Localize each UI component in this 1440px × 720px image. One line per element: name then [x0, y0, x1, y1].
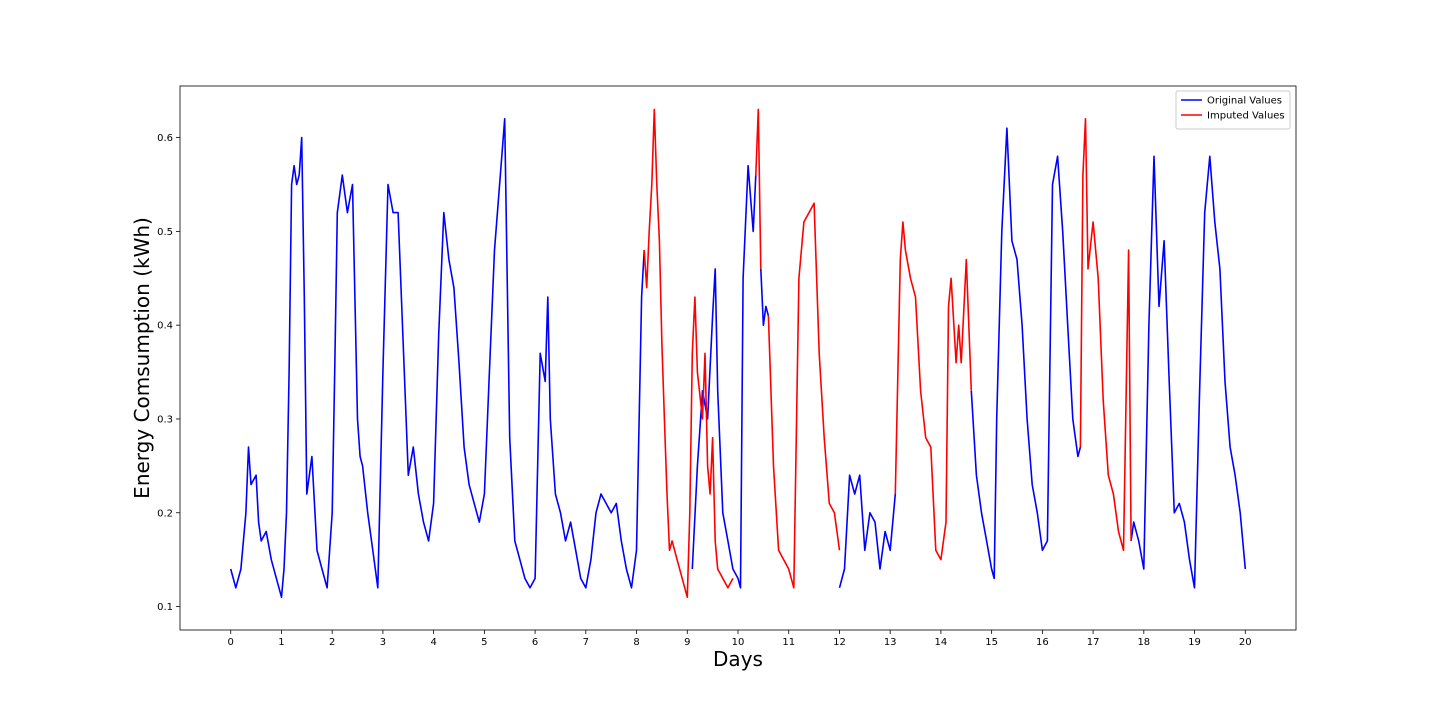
x-tick-label: 15 [985, 637, 998, 648]
x-tick-label: 19 [1188, 637, 1201, 648]
series-line [229, 118, 645, 599]
x-tick-label: 16 [1036, 637, 1049, 648]
legend: Original Values Imputed Values [1175, 90, 1291, 130]
series-line [838, 474, 897, 589]
legend-label: Imputed Values [1207, 111, 1285, 122]
x-tick-label: 13 [884, 637, 897, 648]
series-imputed-values [643, 108, 1132, 599]
series-line [643, 108, 734, 599]
y-tick-label: 0.3 [157, 414, 173, 425]
series-line [691, 164, 757, 589]
series-line [894, 221, 973, 561]
x-tick-label: 14 [935, 637, 948, 648]
x-tick-label: 9 [684, 637, 690, 648]
series-original-values [229, 118, 1247, 599]
y-tick-label: 0.2 [157, 508, 173, 519]
x-tick-label: 0 [228, 637, 234, 648]
y-axis-label: Energy Comsumption (kWh) [130, 217, 154, 499]
plot-frame [179, 85, 1297, 631]
x-tick-label: 12 [833, 637, 846, 648]
x-tick-label: 4 [430, 637, 436, 648]
x-tick-label: 11 [782, 637, 795, 648]
series-line [755, 108, 762, 269]
x-tick-label: 5 [481, 637, 487, 648]
legend-box [1175, 90, 1291, 130]
x-axis-label: Days [713, 647, 763, 671]
series-line [767, 202, 841, 589]
x-tick-label: 10 [732, 637, 745, 648]
series-line [970, 127, 1082, 580]
y-tick-label: 0.5 [157, 227, 173, 238]
y-tick-label: 0.1 [157, 602, 173, 613]
y-tick-label: 0.4 [157, 321, 173, 332]
plot-layer [229, 108, 1247, 599]
x-tick-label: 7 [583, 637, 589, 648]
x-tick-label: 1 [278, 637, 284, 648]
y-tick-label: 0.6 [157, 133, 173, 144]
series-line [1079, 118, 1132, 552]
series-line [1130, 155, 1247, 589]
series-line [760, 268, 770, 327]
x-tick-label: 20 [1239, 637, 1252, 648]
legend-label: Original Values [1207, 96, 1282, 107]
x-tick-label: 3 [380, 637, 386, 648]
axes-layer: 0 1 2 3 4 5 6 7 8 9 10 11 12 13 14 15 16 17 18 19 200.10.20.… [130, 85, 1297, 671]
x-tick-label: 8 [633, 637, 639, 648]
x-tick-label: 6 [532, 637, 538, 648]
x-tick-label: 18 [1137, 637, 1150, 648]
x-tick-label: 2 [329, 637, 335, 648]
x-tick-label: 17 [1087, 637, 1100, 648]
